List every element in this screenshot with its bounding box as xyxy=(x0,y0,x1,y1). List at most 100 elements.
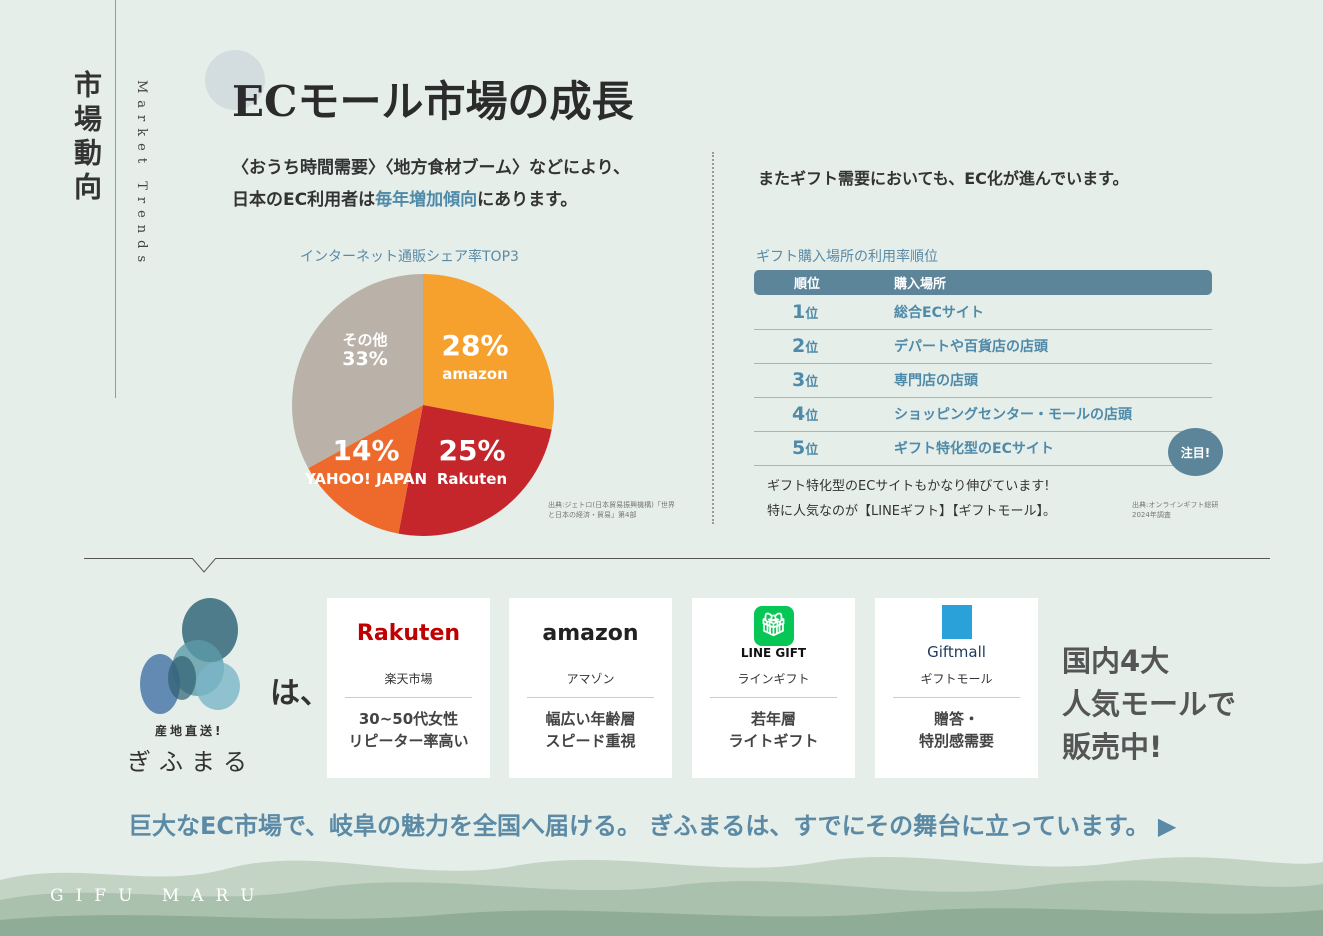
pie-value-label: 28% xyxy=(441,329,508,362)
footer-brand: GIFU MARU xyxy=(50,886,267,906)
header-rank: 順位 xyxy=(754,270,894,295)
table-row: 2位 デパートや百貨店の店頭 xyxy=(754,329,1212,364)
place-cell: ショッピングセンター・モールの店頭 xyxy=(894,397,1212,432)
pie-category-label: Rakuten xyxy=(437,470,507,488)
pie-value-label: 25% xyxy=(438,434,505,467)
pie-slice-3 xyxy=(292,274,423,469)
brand-tag: 産地直送! xyxy=(155,724,224,738)
mall-headline: 国内4大人気モールで 販売中! xyxy=(1062,640,1236,769)
table-row: 5位 ギフト特化型のECサイト xyxy=(754,431,1212,466)
headline-line: 販売中! xyxy=(1062,730,1163,764)
pie-category-label: その他 xyxy=(342,331,387,349)
section-title: 市場動向 xyxy=(70,70,103,206)
logo-text: Giftmall xyxy=(927,643,986,661)
attention-badge: 注目! xyxy=(1168,428,1223,476)
decorative-blob xyxy=(205,50,265,110)
card-desc: 若年層 xyxy=(750,710,796,728)
source-line: 出典:オンラインギフト総研 xyxy=(1132,501,1219,509)
place-cell: 総合ECサイト xyxy=(894,295,1212,330)
pie-category-label: amazon xyxy=(442,365,508,383)
rank-unit: 位 xyxy=(805,375,819,390)
pie-slice-0 xyxy=(423,274,554,430)
rank-unit: 位 xyxy=(805,341,819,356)
rank-number: 1 xyxy=(792,300,806,323)
tagline-text: 巨大なEC市場で、岐阜の魅力を全国へ届ける。 ぎふまるは、すでにその舞台に立って… xyxy=(128,812,1150,840)
rank-cell: 4位 xyxy=(754,397,894,432)
gift-box-icon xyxy=(941,605,972,639)
card-desc: 贈答・ xyxy=(933,710,979,728)
chart-title: インターネット通販シェア率TOP3 xyxy=(300,249,519,265)
card-giftmall: Giftmall ギフトモール 贈答・特別感需要 xyxy=(875,598,1038,778)
lead-highlight: 毎年増加傾向 xyxy=(375,190,478,210)
rank-number: 3 xyxy=(792,369,806,391)
rank-number: 2 xyxy=(792,335,806,357)
card-desc: 幅広い年齢層 xyxy=(545,710,636,728)
card-amazon: amazon アマゾン 幅広い年齢層 スピード重視 xyxy=(509,598,672,778)
play-arrow-icon: ▶ xyxy=(1157,812,1177,840)
pie-value-label: 33% xyxy=(342,348,387,370)
rank-unit: 位 xyxy=(805,443,819,458)
brand-particle: は、 xyxy=(270,676,330,711)
mountain-illustration xyxy=(0,856,1323,936)
source-line: 2024年調査 xyxy=(1132,511,1171,519)
linegift-logo: 🎁︎ LINE GIFT xyxy=(692,598,855,668)
pie-slice-2 xyxy=(308,405,423,534)
section-subtitle: Market Trends xyxy=(134,80,149,270)
rank-number: 4 xyxy=(792,403,806,425)
pointer-notch xyxy=(192,558,216,573)
headline-line: 人気モールで xyxy=(1062,687,1237,721)
lead-line-2: 日本のEC利用者は毎年増加傾向にあります。 xyxy=(232,184,630,216)
section-divider xyxy=(84,558,1270,559)
gift-icon: 🎁︎ xyxy=(753,606,794,646)
right-lead: またギフト需要においても、EC化が進んでいます。 xyxy=(758,169,1129,188)
lead-line-1: 〈おうち時間需要〉〈地方食材ブーム〉などにより、 xyxy=(232,158,630,178)
amazon-logo: amazon xyxy=(542,620,639,646)
pie-value-label: 14% xyxy=(332,434,399,467)
card-name: 楽天市場 xyxy=(384,672,433,686)
table-row: 4位 ショッピングセンター・モールの店頭 xyxy=(754,397,1212,432)
rank-cell: 5位 xyxy=(754,431,894,466)
lead-text: にあります。 xyxy=(477,190,578,210)
place-cell: ギフト特化型のECサイト xyxy=(894,431,1212,466)
header-place: 購入場所 xyxy=(894,270,1212,295)
place-cell: デパートや百貨店の店頭 xyxy=(894,329,1212,364)
place-cell: 専門店の店頭 xyxy=(894,363,1212,398)
page-title: ECモール市場の成長 xyxy=(232,77,634,126)
lead-text: 日本のEC利用者は xyxy=(232,190,376,210)
rank-cell: 2位 xyxy=(754,329,894,364)
rank-number: 5 xyxy=(792,437,806,459)
pie-chart: 28% amazon 25% Rakuten 14% YAHOO! JAPAN 33%その他 xyxy=(292,274,554,536)
card-name: アマゾン xyxy=(566,672,615,686)
gifumaru-logo-icon xyxy=(140,598,240,714)
gift-note: ギフト特化型のECサイトもかなり伸びています! 特に人気なのが【LINEギフト】… xyxy=(767,474,1056,524)
card-desc: スピード重視 xyxy=(545,732,636,750)
left-lead: 〈おうち時間需要〉〈地方食材ブーム〉などにより、 日本のEC利用者は毎年増加傾向… xyxy=(232,152,630,216)
card-name: ギフトモール xyxy=(920,672,993,686)
pie-category-label: YAHOO! JAPAN xyxy=(304,470,427,488)
table-title: ギフト購入場所の利用率順位 xyxy=(756,249,938,265)
rank-cell: 1位 xyxy=(754,295,894,330)
table-row: 1位 総合ECサイト xyxy=(754,295,1212,330)
pie-slice-1 xyxy=(398,405,552,536)
dotted-divider xyxy=(712,152,714,524)
giftmall-logo: Giftmall xyxy=(875,598,1038,668)
card-desc: 30~50代女性 xyxy=(358,710,459,728)
tagline: 巨大なEC市場で、岐阜の魅力を全国へ届ける。 ぎふまるは、すでにその舞台に立って… xyxy=(128,806,1176,841)
divider xyxy=(115,0,116,398)
rank-cell: 3位 xyxy=(754,363,894,398)
card-desc: ライトギフト xyxy=(728,732,819,750)
card-name: ラインギフト xyxy=(737,672,810,686)
rank-unit: 位 xyxy=(805,409,819,424)
logo-text: LINE GIFT xyxy=(740,646,807,660)
headline-line: 国内4大 xyxy=(1062,644,1170,678)
chart-source: 出典:ジェトロ(日本貿易振興機構)「世界と日本の経済・貿易」第4部 xyxy=(548,501,675,519)
brand-name: ぎふまる xyxy=(127,748,255,776)
table-source: 出典:オンラインギフト総研 2024年調査 xyxy=(1132,500,1218,520)
rank-unit: 位 xyxy=(805,306,819,322)
card-linegift: 🎁︎ LINE GIFT ラインギフト 若年層ライトギフト xyxy=(692,598,855,778)
note-line: ギフト特化型のECサイトもかなり伸びています! xyxy=(767,479,1050,494)
card-desc: 特別感需要 xyxy=(918,732,994,750)
ranking-table: 順位 購入場所 1位 総合ECサイト 2位 デパートや百貨店の店頭 3位 専門店の店頭 4位シ… xyxy=(754,270,1212,466)
card-desc: リピーター率高い xyxy=(348,732,469,750)
card-rakuten: Rakuten 楽天市場 30~50代女性 リピーター率高い xyxy=(327,598,490,778)
